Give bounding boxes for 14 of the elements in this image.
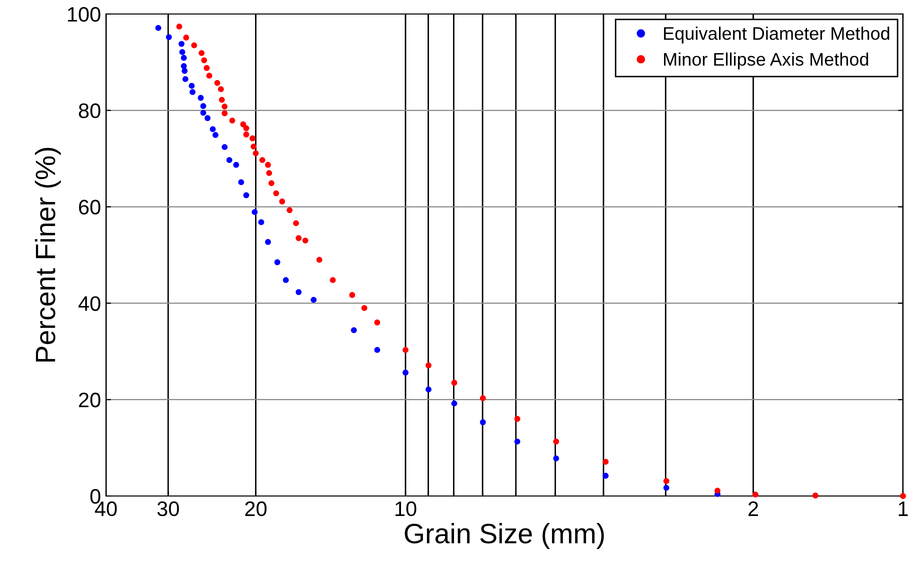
y-tick-label: 80 — [78, 103, 100, 118]
y-tick-label: 60 — [79, 200, 100, 215]
x-tick-label: 1 — [898, 502, 908, 516]
y-tick-label: 20 — [79, 392, 100, 408]
x-tick-label: 30 — [157, 501, 179, 516]
x-tick-label: 10 — [396, 501, 416, 516]
legend-label: Minor Ellipse Axis Method — [664, 52, 868, 70]
y-tick-label: 40 — [78, 296, 100, 311]
legend-label: Equivalent Diameter Method — [664, 26, 890, 44]
y-axis-title: Percent Finer (%) — [34, 148, 61, 362]
x-tick-label: 2 — [748, 501, 758, 516]
y-tick-label: 100 — [68, 7, 100, 22]
x-axis-title: Grain Size (mm) — [404, 523, 604, 549]
x-tick-label: 20 — [245, 501, 267, 516]
